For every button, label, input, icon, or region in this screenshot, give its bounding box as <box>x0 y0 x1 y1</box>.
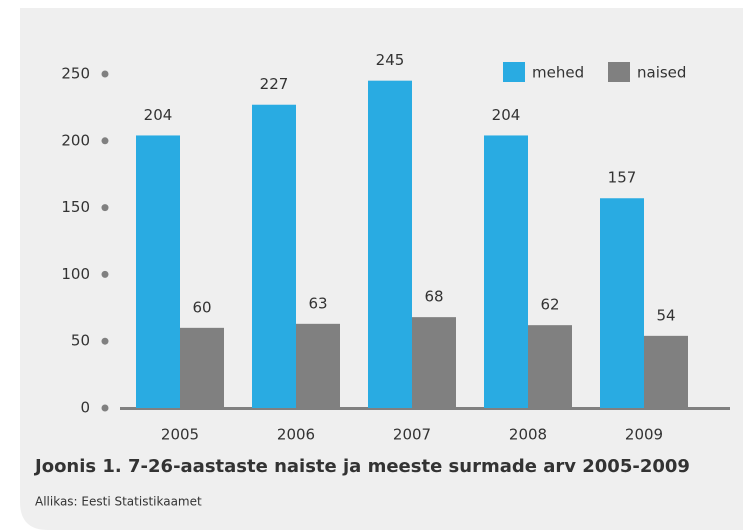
bar <box>484 135 528 408</box>
chart-title: Joonis 1. 7-26-aastaste naiste ja meeste… <box>33 456 690 477</box>
bar <box>412 317 456 408</box>
bar <box>600 198 644 408</box>
y-tick-dot <box>101 270 109 278</box>
data-label: 204 <box>492 106 521 124</box>
x-tick-label: 2005 <box>161 426 199 444</box>
y-tick-label: 200 <box>61 131 90 149</box>
x-tick-label: 2009 <box>625 426 663 444</box>
x-tick-label: 2006 <box>277 426 315 444</box>
bar <box>136 135 180 408</box>
data-label: 62 <box>540 296 559 314</box>
x-tick-label: 2007 <box>393 426 431 444</box>
data-label: 157 <box>608 169 637 187</box>
data-label: 63 <box>308 294 327 312</box>
legend-label: naised <box>637 64 686 82</box>
y-tick-dot <box>101 404 109 412</box>
legend-swatch <box>503 62 525 82</box>
y-tick-label: 0 <box>80 399 90 417</box>
y-tick-label: 50 <box>71 332 90 350</box>
data-label: 54 <box>656 306 675 324</box>
bar <box>296 323 340 408</box>
bar <box>252 104 296 408</box>
legend-label: mehed <box>532 64 584 82</box>
data-label: 68 <box>424 288 443 306</box>
data-label: 60 <box>192 298 211 316</box>
data-label: 245 <box>376 51 405 69</box>
y-tick-dot <box>101 70 109 78</box>
data-label: 204 <box>144 106 173 124</box>
bar <box>644 335 688 408</box>
x-tick-label: 2008 <box>509 426 547 444</box>
y-tick-dot <box>101 204 109 212</box>
legend-swatch <box>608 62 630 82</box>
y-tick-dot <box>101 337 109 345</box>
source: Allikas: Eesti Statistikaamet <box>35 495 202 509</box>
bar <box>368 80 412 409</box>
y-tick-label: 100 <box>61 265 90 283</box>
y-tick-label: 150 <box>61 198 90 216</box>
bar <box>528 325 572 408</box>
y-tick-label: 250 <box>61 65 90 83</box>
bar <box>180 327 224 408</box>
y-tick-dot <box>101 137 109 145</box>
data-label: 227 <box>260 75 289 93</box>
